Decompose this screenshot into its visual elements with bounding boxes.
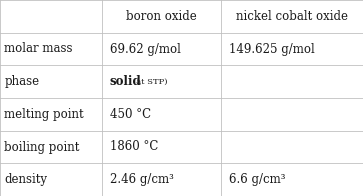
Text: solid: solid xyxy=(110,75,141,88)
Text: 6.6 g/cm³: 6.6 g/cm³ xyxy=(229,173,286,186)
Text: 450 °C: 450 °C xyxy=(110,108,151,121)
Text: 2.46 g/cm³: 2.46 g/cm³ xyxy=(110,173,174,186)
Text: molar mass: molar mass xyxy=(4,43,73,55)
Text: density: density xyxy=(4,173,47,186)
Text: melting point: melting point xyxy=(4,108,84,121)
Text: (at STP): (at STP) xyxy=(133,78,168,86)
Text: 1860 °C: 1860 °C xyxy=(110,141,158,153)
Text: boiling point: boiling point xyxy=(4,141,80,153)
Text: boron oxide: boron oxide xyxy=(126,10,197,23)
Text: 149.625 g/mol: 149.625 g/mol xyxy=(229,43,315,55)
Text: phase: phase xyxy=(4,75,40,88)
Text: nickel cobalt oxide: nickel cobalt oxide xyxy=(236,10,348,23)
Text: 69.62 g/mol: 69.62 g/mol xyxy=(110,43,180,55)
